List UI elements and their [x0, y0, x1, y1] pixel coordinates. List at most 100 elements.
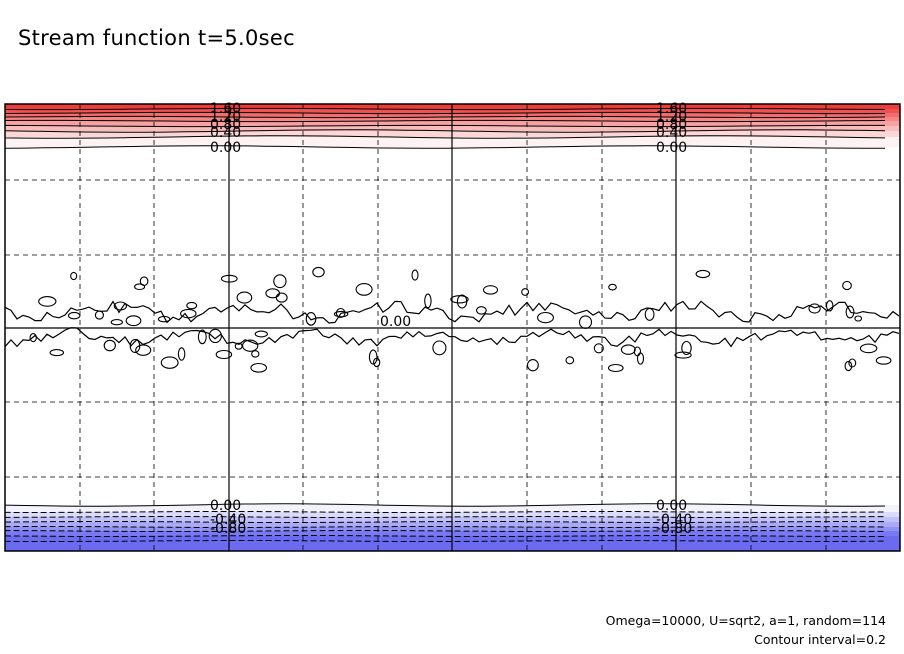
vortex-contour: [94, 310, 104, 320]
vortex-contour: [825, 300, 834, 312]
contour-interval-note: Contour interval=0.2: [754, 632, 886, 647]
bottom-contour-label: 0.00: [210, 498, 241, 514]
negative-contour-line: [4, 516, 886, 518]
positive-contour-line: [4, 115, 886, 119]
vortex-contour: [139, 276, 149, 287]
vortex-contour: [875, 356, 892, 365]
vortex-contour: [38, 296, 57, 307]
top-contour-label: 0.80: [656, 117, 687, 133]
chart-title: Stream function t=5.0sec: [18, 26, 295, 50]
positive-contour-line: [4, 135, 886, 139]
positive-contour-line: [4, 119, 886, 123]
vortex-contour: [808, 303, 821, 314]
vortex-contour: [411, 269, 419, 281]
plot-frame: [4, 103, 901, 552]
vortex-contour: [373, 357, 381, 368]
vortex-contour: [236, 291, 253, 304]
vortex-contour: [250, 362, 268, 373]
bottom-contour-label: -0.80: [656, 521, 692, 537]
vortex-contour: [312, 266, 325, 278]
vortex-contour: [177, 347, 186, 361]
vortex-contour: [456, 294, 468, 309]
vortex-contour: [160, 356, 179, 369]
vortex-contour: [578, 315, 593, 329]
vortex-contour: [157, 315, 171, 323]
vortex-contour: [254, 330, 268, 338]
vortex-contour: [251, 350, 260, 358]
negative-contour-line: [4, 529, 886, 532]
top-contour-label: 1.20: [656, 109, 687, 125]
vortex-contour: [854, 315, 863, 322]
positive-contour-line: [4, 129, 886, 133]
vortex-contour: [67, 311, 81, 320]
top-contour-label: 1.20: [210, 109, 241, 125]
vortex-contour: [432, 340, 447, 356]
middle-contour-label: 0.00: [380, 314, 411, 330]
vortex-contour: [113, 301, 128, 311]
vortex-contour: [482, 285, 499, 295]
top-contour-label: 0.80: [210, 117, 241, 133]
vortex-contour: [593, 343, 604, 354]
top-contour-label: 0.40: [210, 125, 241, 141]
vortex-contour: [103, 339, 116, 352]
vortex-contour: [368, 349, 378, 365]
vortex-contour: [305, 312, 317, 326]
vortex-contour: [275, 292, 288, 303]
vortex-contour: [620, 344, 636, 355]
vortex-contour: [180, 308, 197, 319]
grid: [5, 104, 900, 551]
vortex-contour: [335, 307, 346, 319]
vortex-contour: [135, 344, 152, 356]
vortex-contour: [197, 329, 207, 345]
vortex-contour: [521, 288, 530, 296]
vortex-contour: [333, 310, 349, 318]
negative-contour-line: [4, 511, 886, 513]
vortex-contour: [526, 359, 539, 372]
vortex-contour: [844, 360, 853, 372]
shear-layer-contours: [4, 266, 900, 373]
vortex-contour: [644, 307, 655, 321]
top-contour-label: 0.40: [656, 125, 687, 141]
vortex-contour: [607, 363, 624, 373]
vortex-contour: [355, 283, 373, 296]
top-contour-label: 0.00: [210, 140, 241, 156]
negative-contour-line: [4, 503, 886, 507]
vortex-contour: [265, 288, 281, 299]
positive-contour-line: [4, 124, 885, 128]
vortex-contour: [49, 349, 65, 357]
top-contour-label: 0.00: [656, 140, 687, 156]
positive-contour-line: [4, 107, 886, 111]
vortex-contour: [70, 271, 78, 281]
vortex-contour: [273, 274, 287, 289]
bottom-contour-label: -0.80: [210, 521, 246, 537]
vortex-contour: [220, 274, 238, 283]
top-contour-label: 1.60: [210, 101, 241, 117]
positive-contour-line: [4, 111, 886, 115]
negative-contour-line: [4, 535, 885, 537]
vortex-contour: [215, 349, 233, 360]
vortex-contour: [674, 351, 692, 359]
vortex-contour: [186, 301, 198, 310]
vortex-contour: [29, 333, 37, 343]
bottom-contour-label: 0.00: [656, 498, 687, 514]
negative-contour-line: [4, 526, 886, 528]
negative-contour-line: [4, 521, 886, 523]
vortex-contour: [842, 280, 852, 291]
vortex-contour: [134, 283, 146, 291]
parameters-note: Omega=10000, U=sqrt2, a=1, random=114: [605, 613, 886, 628]
positive-contour-line: [4, 145, 885, 149]
vortex-contour: [636, 352, 645, 365]
vortex-contour: [125, 315, 142, 327]
vortex-contour: [537, 311, 554, 324]
bottom-contour-label: -0.40: [210, 512, 246, 528]
vortex-contour: [110, 319, 123, 326]
vortex-contour: [424, 293, 432, 309]
vortex-contour: [242, 339, 259, 352]
vortex-contour: [608, 283, 617, 291]
vortex-contour: [565, 356, 575, 365]
vortex-contour: [681, 340, 692, 356]
shear-layer-lower-contour: [4, 327, 900, 348]
vortex-contour: [845, 305, 855, 319]
vortex-contour: [859, 343, 878, 354]
